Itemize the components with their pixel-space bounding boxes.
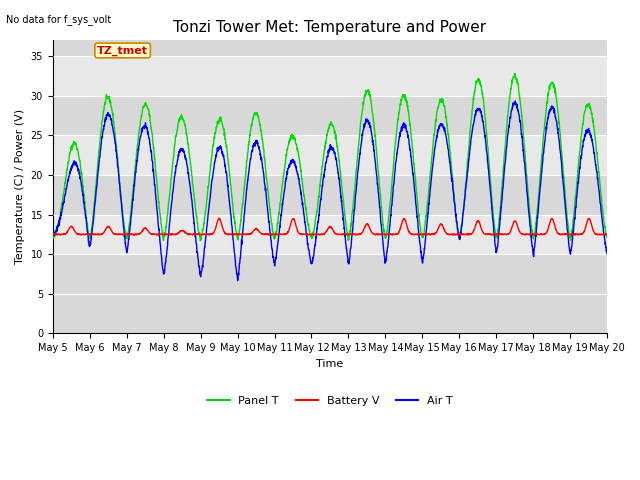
Battery V	[570, 231, 578, 237]
Battery V	[492, 231, 499, 237]
Battery V	[204, 231, 211, 237]
Air T	[555, 134, 563, 140]
Air T	[604, 251, 611, 257]
Battery V	[49, 231, 56, 237]
Bar	[52, 56, 607, 96]
Air T	[492, 242, 499, 248]
Panel T	[511, 71, 519, 76]
Battery V	[555, 231, 563, 237]
Battery V	[358, 229, 366, 235]
Panel T	[492, 228, 499, 234]
Panel T	[346, 228, 354, 233]
Battery V	[346, 231, 354, 237]
Air T	[511, 98, 519, 104]
Air T	[570, 221, 578, 227]
Line: Panel T: Panel T	[52, 73, 607, 240]
Panel T	[49, 235, 56, 240]
Air T	[49, 233, 56, 239]
Line: Air T: Air T	[52, 101, 607, 281]
Bar	[52, 135, 607, 175]
Legend: Panel T, Battery V, Air T: Panel T, Battery V, Air T	[203, 391, 457, 410]
Panel T	[204, 189, 211, 194]
Battery V	[604, 231, 611, 237]
Text: No data for f_sys_volt: No data for f_sys_volt	[6, 14, 111, 25]
Air T	[234, 278, 241, 284]
Panel T	[570, 209, 578, 215]
Text: TZ_tmet: TZ_tmet	[97, 45, 148, 56]
X-axis label: Time: Time	[316, 359, 344, 369]
Panel T	[604, 234, 611, 240]
Battery V	[167, 232, 175, 238]
Panel T	[196, 238, 204, 243]
Battery V	[216, 216, 223, 221]
Line: Battery V: Battery V	[52, 218, 607, 235]
Panel T	[358, 108, 366, 114]
Panel T	[555, 114, 563, 120]
Air T	[346, 250, 354, 255]
Bar	[52, 215, 607, 254]
Air T	[358, 131, 366, 137]
Title: Tonzi Tower Met: Temperature and Power: Tonzi Tower Met: Temperature and Power	[173, 20, 486, 35]
Air T	[204, 218, 211, 224]
Y-axis label: Temperature (C) / Power (V): Temperature (C) / Power (V)	[15, 109, 25, 264]
